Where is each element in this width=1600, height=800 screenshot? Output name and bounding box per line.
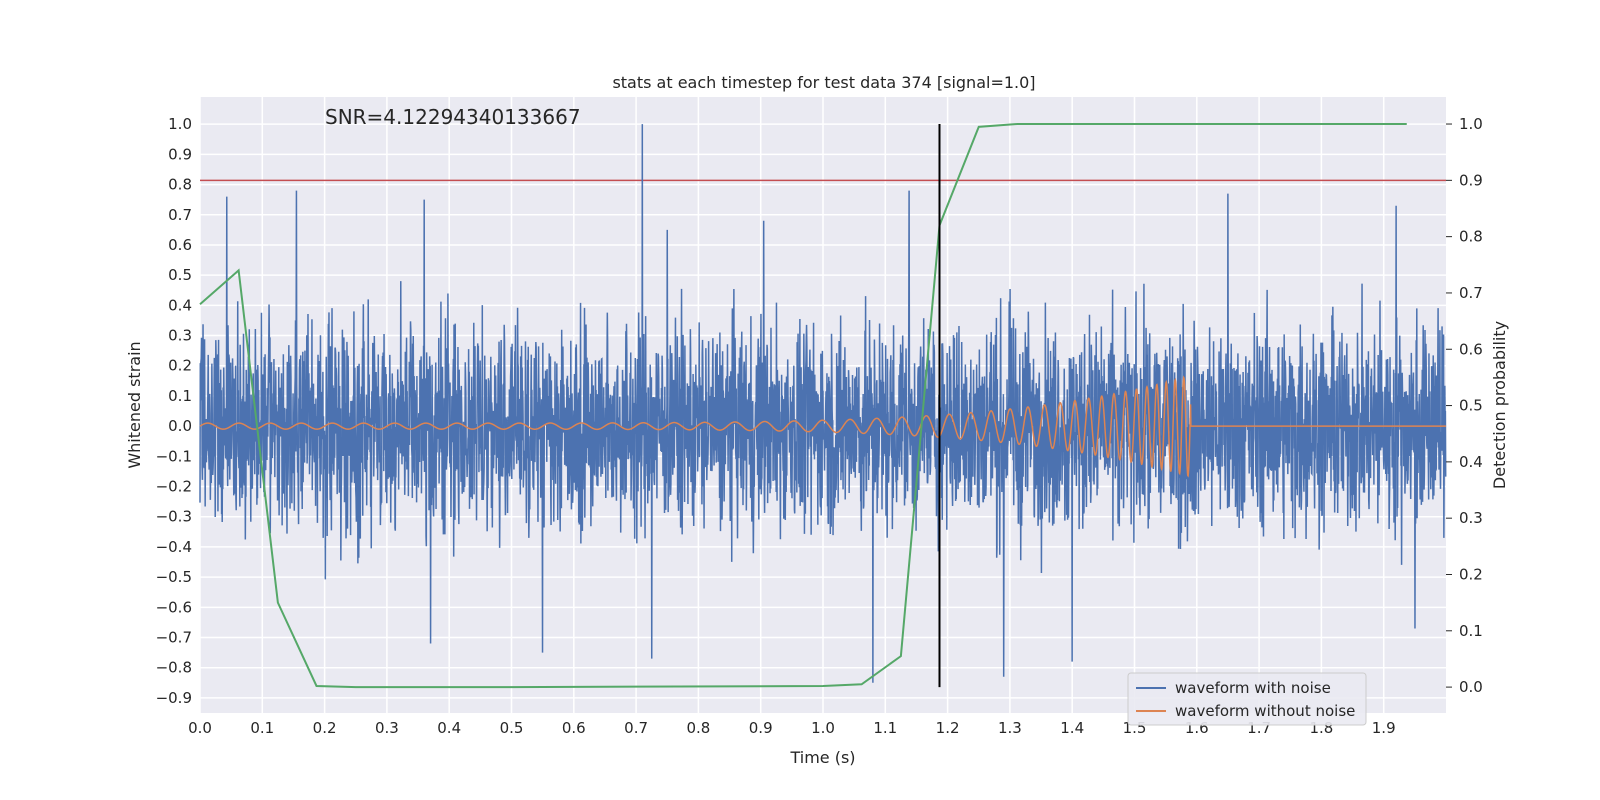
y-tick-label: −0.5 (156, 568, 192, 586)
y2-tick-label: 0.4 (1459, 453, 1483, 471)
y-tick-label: −0.9 (156, 689, 192, 707)
y2-tick-label: 0.1 (1459, 622, 1483, 640)
y-tick-label: −0.1 (156, 447, 192, 465)
x-tick-label: 0.2 (313, 719, 337, 737)
y-tick-label: 0.5 (168, 266, 192, 284)
x-tick-label: 1.0 (811, 719, 835, 737)
y-tick-label: 0.8 (168, 176, 192, 194)
x-tick-label: 1.4 (1060, 719, 1084, 737)
x-tick-label: 1.9 (1372, 719, 1396, 737)
x-tick-label: 0.8 (686, 719, 710, 737)
y2-tick-label: 0.2 (1459, 565, 1483, 583)
y-tick-label: −0.7 (156, 629, 192, 647)
x-tick-label: 0.7 (624, 719, 648, 737)
y-tick-label: 0.7 (168, 206, 192, 224)
y-tick-label: 0.0 (168, 417, 192, 435)
y-tick-label: −0.6 (156, 598, 192, 616)
y2-tick-label: 0.7 (1459, 284, 1483, 302)
y2-axis-ticks: 1.0 0.9 0.8 0.7 0.6 0.5 0.4 0.3 0.2 0.1 0.0 (1446, 115, 1483, 696)
y2-tick-label: 1.0 (1459, 115, 1483, 133)
probability-series-line (199, 123, 1407, 689)
x-tick-label: 0.0 (188, 719, 212, 737)
x-tick-label: 1.2 (936, 719, 960, 737)
y2-axis-label: Detection probability (1490, 321, 1509, 489)
x-tick-label: 0.9 (749, 719, 773, 737)
y-tick-label: 0.4 (168, 296, 192, 314)
x-tick-label: 0.5 (500, 719, 524, 737)
y-axis-label: Whitened strain (125, 341, 144, 468)
y-tick-label: −0.3 (156, 508, 192, 526)
series-detection-probability (199, 123, 1407, 689)
y-tick-label: 0.9 (168, 145, 192, 163)
y2-tick-label: 0.6 (1459, 340, 1483, 358)
y-tick-label: 1.0 (168, 115, 192, 133)
y2-tick-label: 0.9 (1459, 171, 1483, 189)
x-tick-label: 0.1 (250, 719, 274, 737)
series-waveform-without-noise (199, 375, 1446, 478)
noise-series-line (199, 124, 1447, 683)
y2-tick-label: 0.8 (1459, 228, 1483, 246)
y-tick-label: 0.6 (168, 236, 192, 254)
y-tick-label: −0.2 (156, 478, 192, 496)
x-tick-label: 0.6 (562, 719, 586, 737)
x-tick-label: 0.4 (437, 719, 461, 737)
y2-tick-label: 0.3 (1459, 509, 1483, 527)
chart-title: stats at each timestep for test data 374… (612, 73, 1035, 92)
y-tick-label: 0.2 (168, 357, 192, 375)
legend-box (1127, 672, 1367, 726)
y-tick-label: −0.4 (156, 538, 192, 556)
series-waveform-with-noise (199, 124, 1447, 683)
y2-tick-label: 0.5 (1459, 397, 1483, 415)
legend: waveform with noise waveform without nois… (1127, 672, 1367, 726)
y-tick-label: 0.1 (168, 387, 192, 405)
y-tick-label: 0.3 (168, 327, 192, 345)
x-axis-label: Time (s) (789, 748, 855, 767)
snr-annotation: SNR=4.12294340133667 (325, 105, 581, 129)
y2-tick-label: 0.0 (1459, 678, 1483, 696)
y-axis-ticks: 1.0 0.9 0.8 0.7 0.6 0.5 0.4 0.3 0.2 0.1 0.0 −0.1 −0.… (156, 115, 192, 707)
legend-label: waveform without noise (1175, 702, 1355, 720)
legend-label: waveform with noise (1175, 679, 1331, 697)
chirp-series-line (199, 375, 1446, 478)
x-tick-label: 0.3 (375, 719, 399, 737)
x-tick-label: 1.1 (873, 719, 897, 737)
y-tick-label: −0.8 (156, 659, 192, 677)
x-tick-label: 1.3 (998, 719, 1022, 737)
